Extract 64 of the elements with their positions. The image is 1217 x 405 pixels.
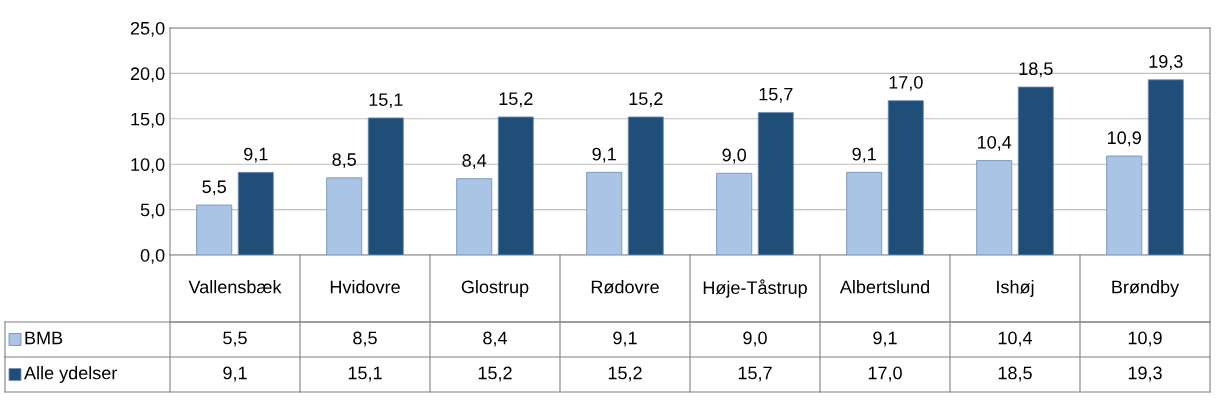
data-label: 15,2 — [478, 366, 512, 382]
bar — [846, 171, 883, 255]
legend-label: BMB — [25, 331, 63, 345]
bar — [237, 171, 274, 255]
bar — [976, 160, 1013, 255]
x-tick-label: Vallensbæk — [188, 280, 282, 294]
bar — [326, 177, 363, 255]
x-tick-label: Brøndby — [1112, 280, 1180, 297]
bar — [586, 171, 623, 255]
x-tick-label: Glostrup — [461, 280, 529, 297]
text: 19,3 — [1149, 55, 1183, 70]
text: 9,1 — [592, 147, 616, 163]
data-label: 18,5 — [998, 366, 1032, 382]
y-tick-label: 20,0 — [130, 67, 165, 83]
text: 15,2 — [499, 92, 533, 108]
text: 9,1 — [852, 147, 876, 163]
text: 10,4 — [978, 135, 1012, 151]
text: 18,5 — [1019, 62, 1053, 78]
text: 15,1 — [369, 93, 403, 109]
bar — [1106, 155, 1143, 255]
legend-label: Alle ydelser — [24, 366, 118, 383]
text: 9,0 — [722, 148, 747, 164]
bar — [196, 204, 233, 255]
y-tick-label: 25,0 — [130, 21, 165, 37]
y-tick-label: 0,0 — [140, 248, 165, 264]
bar — [367, 117, 404, 255]
data-label: 19,3 — [1128, 366, 1162, 382]
x-tick-label: Hvidovre — [330, 280, 400, 294]
data-label: 8,5 — [353, 331, 377, 347]
bar — [456, 178, 493, 255]
text: 9,1 — [244, 147, 268, 163]
data-label: 9,1 — [873, 331, 897, 347]
text: 15,7 — [759, 87, 793, 103]
x-tick-label: Høje-Tåstrup — [703, 279, 807, 298]
bar — [716, 172, 753, 255]
data-label: 15,2 — [608, 366, 642, 382]
data-label: 5,5 — [223, 331, 247, 347]
text: 15,2 — [629, 92, 663, 108]
bar — [887, 100, 924, 255]
text: 10,9 — [1108, 131, 1141, 147]
data-label: 9,0 — [743, 331, 767, 347]
y-tick-label: 5,0 — [140, 203, 165, 219]
data-label: 10,4 — [998, 331, 1033, 347]
data-label: 17,0 — [868, 366, 902, 382]
y-tick-label: 10,0 — [131, 158, 165, 174]
x-tick-label: Rødovre — [591, 280, 659, 294]
bar — [1147, 79, 1184, 255]
bar — [757, 112, 794, 255]
data-label: 15,7 — [738, 366, 772, 382]
bar — [627, 116, 664, 255]
text: 8,5 — [332, 153, 356, 169]
bar — [1017, 86, 1054, 255]
text: 17,0 — [889, 75, 923, 91]
bar — [497, 116, 534, 255]
data-label: 9,1 — [223, 366, 247, 382]
data-label: 8,4 — [483, 331, 508, 347]
x-tick-label: Albertslund — [839, 280, 929, 294]
y-tick-label: 15,0 — [131, 112, 165, 128]
x-tick-label: Ishøj — [997, 280, 1034, 297]
data-label: 10,9 — [1128, 331, 1162, 347]
data-label: 15,1 — [348, 366, 382, 382]
data-label: 9,1 — [613, 331, 637, 347]
text: 5,5 — [202, 180, 226, 196]
text: 8,4 — [462, 154, 487, 169]
